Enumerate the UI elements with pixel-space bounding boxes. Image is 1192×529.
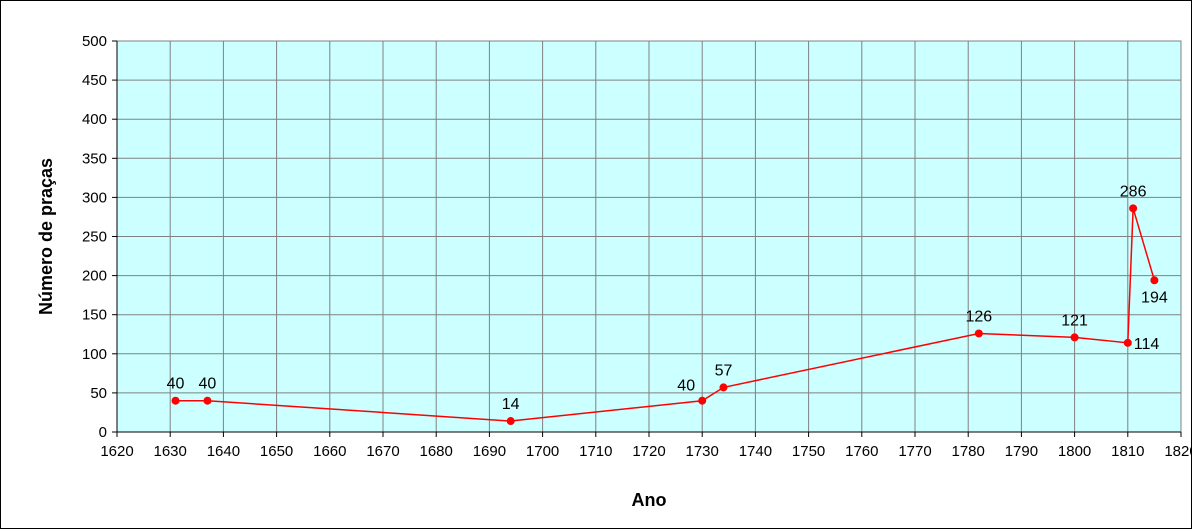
data-label: 194 — [1141, 289, 1168, 306]
x-tick-label: 1680 — [420, 443, 453, 460]
data-label: 40 — [677, 378, 695, 395]
gridlines — [116, 40, 1182, 433]
x-tick-label: 1780 — [952, 443, 985, 460]
x-tick-label: 1700 — [526, 443, 559, 460]
x-tick-label: 1810 — [1111, 443, 1144, 460]
x-tick-label: 1770 — [898, 443, 931, 460]
data-point — [1070, 333, 1079, 342]
x-tick-label: 1710 — [579, 443, 612, 460]
y-tick-label: 500 — [82, 33, 107, 50]
x-tick-label: 1660 — [313, 443, 346, 460]
x-tick-label: 1670 — [366, 443, 399, 460]
y-tick-label: 400 — [82, 111, 107, 128]
x-tick-label: 1790 — [1005, 443, 1038, 460]
y-tick-label: 350 — [82, 150, 107, 167]
series-line — [175, 208, 1156, 422]
data-point — [1129, 204, 1138, 213]
x-tick-label: 1740 — [739, 443, 772, 460]
data-label: 14 — [502, 396, 520, 413]
series — [171, 204, 1159, 426]
x-tick-label: 1620 — [100, 443, 133, 460]
x-tick-label: 1730 — [686, 443, 719, 460]
x-axis-title: Ano — [632, 490, 667, 510]
y-tick-label: 100 — [82, 346, 107, 363]
x-tick-label: 1630 — [154, 443, 187, 460]
x-tick-label: 1650 — [260, 443, 293, 460]
data-label: 40 — [199, 376, 217, 393]
y-tick-label: 200 — [82, 268, 107, 285]
data-point — [1123, 338, 1132, 347]
x-tick-label: 1760 — [845, 443, 878, 460]
data-point — [506, 417, 515, 426]
y-tick-label: 450 — [82, 72, 107, 89]
data-point — [698, 396, 707, 405]
data-point — [719, 383, 728, 392]
data-label: 126 — [965, 308, 992, 325]
data-point — [171, 396, 180, 405]
data-label: 40 — [167, 376, 185, 393]
data-label: 114 — [1134, 336, 1160, 353]
y-axis-title: Número de praças — [36, 158, 56, 315]
y-tick-label: 50 — [90, 385, 107, 402]
x-tick-label: 1720 — [632, 443, 665, 460]
y-tick-label: 300 — [82, 189, 107, 206]
x-tick-label: 1750 — [792, 443, 825, 460]
data-point — [974, 329, 983, 338]
data-point — [1150, 276, 1159, 285]
tick-labels: 1620 1630 1640 1650 1660 1670 1680 1690 1700 1710… — [82, 33, 1192, 460]
y-tick-label: 150 — [82, 307, 107, 324]
y-tick-label: 0 — [99, 424, 107, 441]
x-tick-label: 1800 — [1058, 443, 1091, 460]
x-tick-label: 1640 — [207, 443, 240, 460]
data-point — [203, 396, 212, 405]
x-tick-label: 1690 — [473, 443, 506, 460]
data-label: 57 — [715, 362, 733, 379]
y-tick-label: 250 — [82, 229, 107, 246]
data-label: 121 — [1061, 312, 1088, 329]
data-label: 286 — [1120, 183, 1147, 200]
axes — [112, 40, 1182, 437]
data-labels: 40 40 14 40 57 126 121 114 286 194 — [167, 183, 1168, 413]
